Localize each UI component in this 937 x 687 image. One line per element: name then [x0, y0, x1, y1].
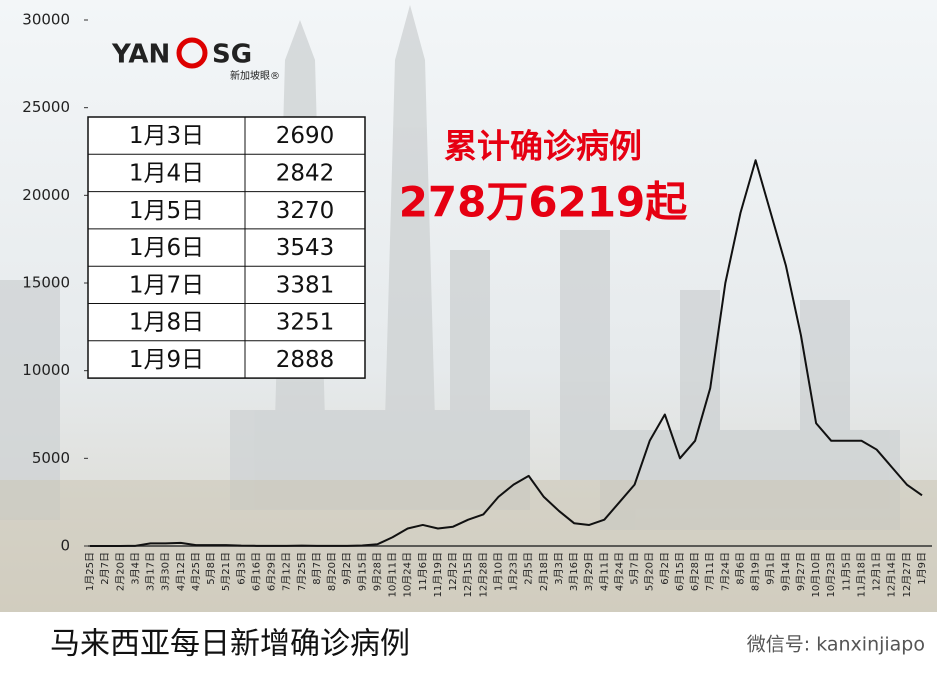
- x-tick-label: 8月20日: [326, 552, 338, 591]
- watermark: 微信号: kanxinjiapo: [747, 634, 925, 656]
- caption: 马来西亚每日新增确诊病例: [50, 627, 410, 662]
- x-tick-label: 6月29日: [266, 552, 278, 591]
- logo-icon: [176, 37, 208, 69]
- x-tick-label: 12月2日: [447, 552, 459, 591]
- y-tick-label: 25000: [22, 98, 70, 116]
- table-value: 2690: [276, 123, 335, 149]
- headline-2: 278万6219起: [399, 178, 689, 227]
- x-tick-label: 2月7日: [99, 552, 111, 585]
- logo: YAN SG 新加坡眼®: [111, 37, 280, 82]
- table-date: 1月4日: [129, 160, 204, 186]
- logo-left: YAN: [111, 40, 170, 70]
- data-table: 1月3日 2690 1月4日 2842 1月5日 3270 1月6日 3543 1月7日 3381…: [87, 116, 366, 379]
- y-tick-label: 5000: [32, 449, 70, 467]
- x-tick-label: 10月11日: [387, 552, 399, 597]
- x-tick-label: 4月11日: [598, 552, 610, 591]
- y-tick-label: 20000: [22, 186, 70, 204]
- table-border: [87, 116, 366, 379]
- table-date: 1月8日: [129, 310, 204, 336]
- x-tick-label: 8月19日: [750, 552, 762, 591]
- x-tick-label: 12月15日: [462, 552, 474, 597]
- x-tick-label: 7月24日: [719, 552, 731, 591]
- y-tick-label: 0: [60, 537, 70, 555]
- x-tick-label: 9月14日: [780, 552, 792, 591]
- footer: [0, 612, 937, 687]
- x-tick-label: 7月12日: [281, 552, 293, 591]
- x-tick-label: 5月20日: [644, 552, 656, 591]
- x-tick-label: 3月17日: [145, 552, 157, 591]
- table-value: 3251: [276, 310, 335, 336]
- x-tick-label: 4月24日: [613, 552, 625, 591]
- x-tick-label: 10月23日: [825, 552, 837, 597]
- x-tick-label: 1月10日: [492, 552, 504, 591]
- table-date: 1月9日: [129, 347, 204, 373]
- x-tick-label: 1月23日: [508, 552, 520, 591]
- x-tick-label: 4月12日: [175, 552, 187, 591]
- y-tick-label: 15000: [22, 274, 70, 292]
- table-value: 3381: [276, 272, 335, 298]
- x-tick-label: 9月2日: [341, 552, 353, 585]
- headline-1: 累计确诊病例: [444, 127, 642, 166]
- x-tick-label: 5月21日: [220, 552, 232, 591]
- x-tick-label: 3月29日: [583, 552, 595, 591]
- x-tick-label: 3月30日: [160, 552, 172, 591]
- x-tick-label: 5月7日: [629, 552, 641, 585]
- x-tick-label: 9月1日: [765, 552, 777, 585]
- y-tick-label: 30000: [22, 11, 70, 29]
- x-tick-label: 9月27日: [795, 552, 807, 591]
- x-tick-label: 6月15日: [674, 552, 686, 591]
- x-tick-label: 12月14日: [886, 552, 898, 597]
- x-tick-label: 5月8日: [205, 552, 217, 585]
- x-tick-label: 9月28日: [371, 552, 383, 591]
- x-tick-label: 7月11日: [704, 552, 716, 591]
- x-tick-label: 10月24日: [402, 552, 414, 597]
- table-value: 3270: [276, 198, 335, 224]
- table-value: 3543: [276, 235, 335, 261]
- y-tick-label: 10000: [22, 361, 70, 379]
- x-tick-label: 4月25日: [190, 552, 202, 591]
- x-tick-label: 3月3日: [553, 552, 565, 585]
- x-tick-label: 11月5日: [840, 552, 852, 591]
- x-tick-label: 12月27日: [901, 552, 913, 597]
- x-tick-label: 8月6日: [734, 552, 746, 585]
- x-tick-label: 1月9日: [916, 552, 928, 585]
- logo-right: SG: [212, 40, 252, 70]
- x-tick-label: 10月10日: [810, 552, 822, 597]
- x-tick-label: 6月16日: [250, 552, 262, 591]
- x-tick-label: 7月25日: [296, 552, 308, 591]
- table-date: 1月6日: [129, 235, 204, 261]
- x-tick-label: 3月16日: [568, 552, 580, 591]
- table-value: 2888: [276, 347, 335, 373]
- x-tick-label: 6月3日: [235, 552, 247, 585]
- x-tick-label: 11月18日: [855, 552, 867, 597]
- table-date: 1月5日: [129, 198, 204, 224]
- x-tick-label: 12月1日: [871, 552, 883, 591]
- x-tick-label: 11月19日: [432, 552, 444, 597]
- logo-sub: 新加坡眼®: [230, 69, 280, 82]
- x-tick-label: 2月20日: [114, 552, 126, 591]
- x-tick-label: 11月6日: [417, 552, 429, 591]
- table-date: 1月3日: [129, 123, 204, 149]
- table-date: 1月7日: [129, 272, 204, 298]
- x-tick-label: 3月4日: [129, 552, 141, 585]
- x-tick-label: 6月2日: [659, 552, 671, 585]
- x-tick-label: 6月28日: [689, 552, 701, 591]
- x-tick-label: 12月28日: [477, 552, 489, 597]
- x-tick-label: 9月15日: [356, 552, 368, 591]
- x-tick-label: 1月25日: [84, 552, 96, 591]
- table-value: 2842: [276, 160, 335, 186]
- series-line: [90, 159, 923, 547]
- x-tick-label: 2月5日: [523, 552, 535, 585]
- x-tick-label: 8月7日: [311, 552, 323, 585]
- x-tick-label: 2月18日: [538, 552, 550, 591]
